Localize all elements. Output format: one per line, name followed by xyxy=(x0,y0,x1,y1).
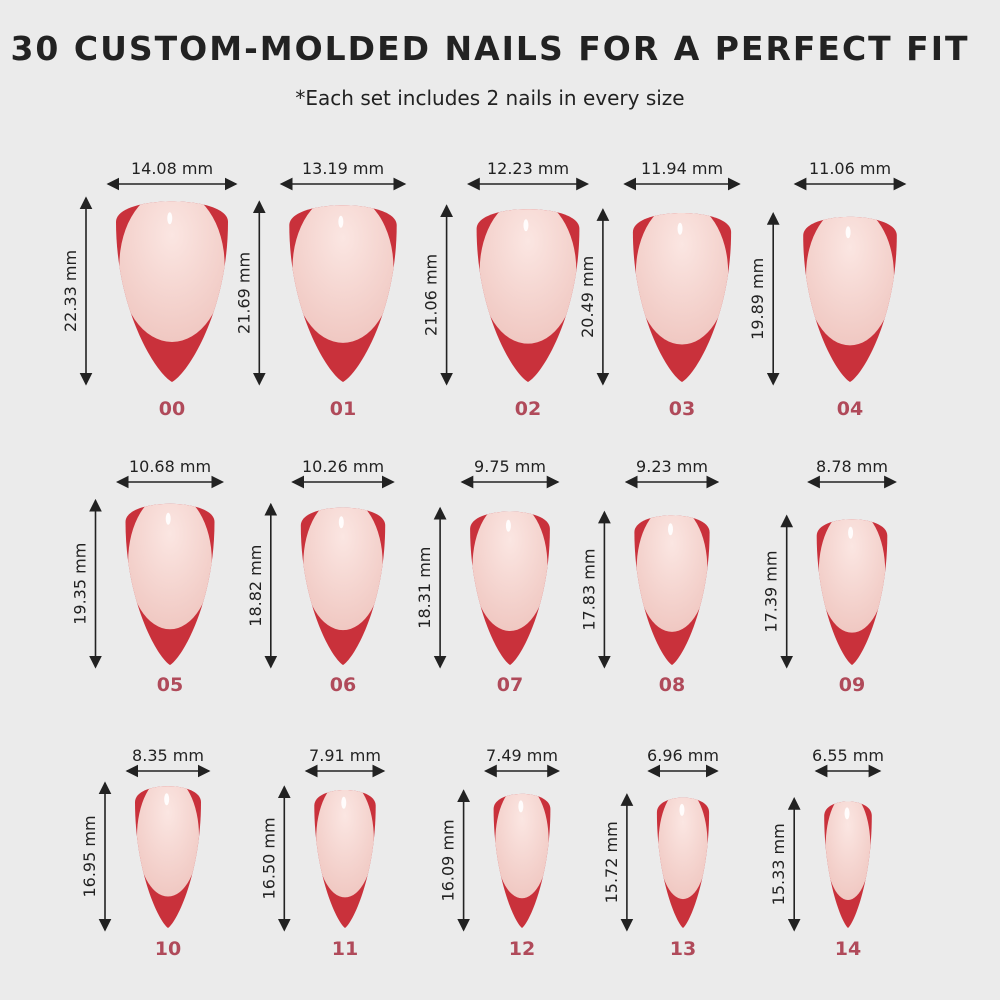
nail-bed xyxy=(825,801,871,900)
height-label: 17.83 mm xyxy=(579,549,598,631)
nail-bed xyxy=(658,797,708,900)
width-label: 6.96 mm xyxy=(647,746,719,765)
nail-bed xyxy=(479,209,577,344)
size-label: 13 xyxy=(670,938,696,960)
size-label: 10 xyxy=(155,938,181,960)
nail-bed xyxy=(119,201,225,342)
height-label: 16.95 mm xyxy=(80,815,99,897)
width-label: 8.35 mm xyxy=(132,746,204,765)
nail-bed xyxy=(818,519,886,633)
shine xyxy=(167,212,173,225)
shine xyxy=(844,807,850,820)
nail-bed xyxy=(136,786,200,897)
shine xyxy=(518,800,524,813)
subtitle: *Each set includes 2 nails in every size xyxy=(295,86,684,110)
shine xyxy=(338,215,344,228)
height-label: 19.35 mm xyxy=(71,543,90,625)
height-label: 18.31 mm xyxy=(415,547,434,629)
shine xyxy=(165,512,171,525)
nail-bed xyxy=(806,216,894,346)
width-label: 9.23 mm xyxy=(636,457,708,476)
nail-bed xyxy=(635,212,729,345)
shine xyxy=(667,523,673,536)
height-label: 19.89 mm xyxy=(748,258,767,340)
height-label: 20.49 mm xyxy=(578,256,597,338)
width-label: 7.91 mm xyxy=(309,746,381,765)
shine xyxy=(523,219,529,232)
width-label: 11.94 mm xyxy=(641,159,723,178)
title: 30 CUSTOM-MOLDED NAILS FOR A PERFECT FIT xyxy=(10,29,969,68)
size-label: 04 xyxy=(837,398,863,420)
size-label: 00 xyxy=(159,398,185,420)
nail-bed xyxy=(128,503,212,630)
size-label: 02 xyxy=(515,398,541,420)
width-label: 7.49 mm xyxy=(486,746,558,765)
height-label: 16.09 mm xyxy=(439,819,458,901)
nail-bed xyxy=(303,507,383,631)
shine xyxy=(505,519,511,532)
height-label: 18.82 mm xyxy=(246,545,265,627)
width-label: 9.75 mm xyxy=(474,457,546,476)
size-label: 14 xyxy=(835,938,861,960)
shine xyxy=(677,222,683,235)
width-label: 8.78 mm xyxy=(816,457,888,476)
nail-bed xyxy=(636,515,708,632)
width-label: 12.23 mm xyxy=(487,159,569,178)
nail-bed xyxy=(495,793,549,899)
height-label: 21.06 mm xyxy=(422,254,441,336)
shine xyxy=(848,526,854,539)
shine xyxy=(164,793,170,806)
size-label: 01 xyxy=(330,398,356,420)
nail xyxy=(476,209,580,382)
size-label: 05 xyxy=(157,674,183,696)
height-label: 22.33 mm xyxy=(61,250,80,332)
width-label: 10.26 mm xyxy=(302,457,384,476)
height-label: 15.33 mm xyxy=(769,823,788,905)
width-label: 6.55 mm xyxy=(812,746,884,765)
nail-bed xyxy=(316,789,374,898)
width-label: 13.19 mm xyxy=(302,159,384,178)
height-label: 15.72 mm xyxy=(602,821,621,903)
size-label: 07 xyxy=(497,674,523,696)
size-label: 03 xyxy=(669,398,695,420)
nail xyxy=(135,786,201,928)
shine xyxy=(338,516,344,529)
width-label: 11.06 mm xyxy=(809,159,891,178)
nail-bed xyxy=(472,511,548,631)
size-label: 11 xyxy=(332,938,358,960)
size-label: 12 xyxy=(509,938,535,960)
nail xyxy=(289,205,397,382)
size-label: 09 xyxy=(839,674,865,696)
width-label: 14.08 mm xyxy=(131,159,213,178)
height-label: 17.39 mm xyxy=(762,551,781,633)
height-label: 16.50 mm xyxy=(259,817,278,899)
shine xyxy=(679,803,685,816)
nail-bed xyxy=(292,205,394,343)
height-label: 21.69 mm xyxy=(234,252,253,334)
size-label: 06 xyxy=(330,674,356,696)
shine xyxy=(341,796,347,809)
width-label: 10.68 mm xyxy=(129,457,211,476)
size-label: 08 xyxy=(659,674,685,696)
shine xyxy=(845,226,851,239)
